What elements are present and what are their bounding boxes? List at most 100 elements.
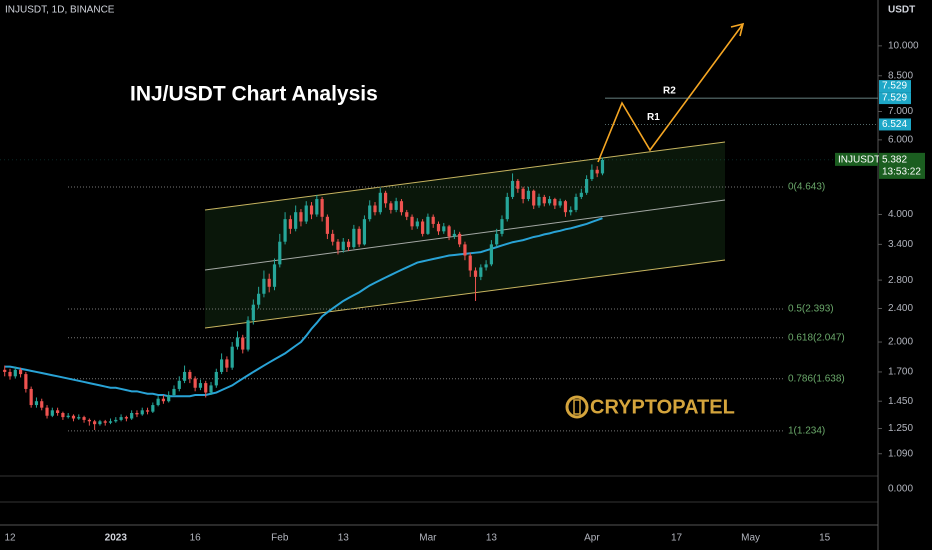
- y-tick-label: 10.000: [888, 40, 919, 51]
- candle-body: [130, 413, 134, 419]
- candle-body: [563, 201, 568, 213]
- y-tick-label: 1.250: [888, 423, 913, 434]
- candle-body: [204, 383, 208, 393]
- candle-body: [251, 304, 255, 321]
- candle-body: [346, 241, 351, 248]
- candle-body: [278, 241, 282, 265]
- projection-arrow: [597, 23, 744, 163]
- candle-body: [516, 180, 520, 189]
- candle-body: [151, 405, 155, 412]
- x-tick-label: 2023: [105, 533, 128, 544]
- channel-middle: [204, 199, 726, 271]
- candle-body: [500, 219, 504, 234]
- candle-body: [405, 212, 409, 217]
- candle-body: [389, 203, 393, 210]
- fib-label: 0.618(2.047): [788, 332, 845, 343]
- candle-body: [77, 417, 81, 419]
- candle-body: [399, 201, 404, 213]
- y-tick-label: 3.400: [888, 239, 913, 250]
- candle-body: [188, 371, 192, 379]
- candle-body: [452, 233, 456, 237]
- candle-body: [225, 359, 229, 368]
- candle-body: [209, 385, 213, 393]
- last-price-label: 5.382: [882, 155, 907, 166]
- price-tag: [879, 92, 911, 105]
- level-name: R2: [663, 86, 676, 97]
- x-tick-label: 15: [819, 533, 831, 544]
- candle-body: [463, 244, 467, 256]
- y-tick-label: 7.000: [888, 106, 913, 117]
- candle-body: [103, 421, 107, 423]
- candle-body: [579, 192, 583, 197]
- candle-body: [257, 293, 261, 305]
- candle-body: [590, 169, 594, 180]
- candle-body: [3, 369, 7, 372]
- candle-body: [29, 388, 33, 406]
- symbol-header: INJUSDT, 1D, BINANCE: [5, 5, 115, 16]
- x-tick-label: 13: [486, 533, 498, 544]
- candle-body: [383, 192, 388, 204]
- candle-body: [352, 228, 356, 248]
- candle-body: [394, 201, 398, 210]
- symbol-tag: [835, 152, 878, 166]
- y-tick-label: 2.000: [888, 337, 913, 348]
- candle-body: [272, 264, 277, 287]
- candle-body: [373, 205, 377, 213]
- candle-body: [61, 413, 65, 418]
- y-tick-label: 4.000: [888, 209, 913, 220]
- candle-body: [18, 369, 23, 375]
- candle-body: [267, 278, 271, 287]
- watermark-logo: [565, 395, 589, 419]
- y-tick-label: 1.450: [888, 396, 913, 407]
- candle-body: [600, 159, 605, 174]
- candle-body: [526, 190, 531, 200]
- candle-body: [421, 221, 425, 234]
- candle-body: [246, 320, 250, 350]
- level-name: R1: [647, 112, 660, 123]
- candle-body: [362, 219, 367, 245]
- y-tick-label: 1.700: [888, 367, 913, 378]
- candle-body: [547, 199, 552, 204]
- last-price-tag: [879, 152, 925, 179]
- candle-body: [198, 383, 203, 388]
- channel-lower: [204, 259, 726, 329]
- candle-body: [325, 216, 329, 234]
- candle-body: [93, 421, 97, 425]
- candle-body: [66, 415, 70, 418]
- candle-body: [458, 233, 462, 245]
- x-tick-label: 17: [671, 533, 683, 544]
- candle-body: [241, 337, 245, 350]
- candle-body: [426, 216, 430, 234]
- candle-body: [595, 169, 599, 174]
- price-tag-label: 7.529: [882, 93, 907, 104]
- candle-body: [214, 371, 218, 386]
- candle-body: [537, 196, 541, 206]
- x-tick-label: 13: [338, 533, 350, 544]
- candle-body: [585, 179, 589, 193]
- candle-body: [140, 410, 144, 415]
- candle-body: [368, 205, 372, 220]
- candle-body: [357, 228, 361, 245]
- y-tick-label: 2.800: [888, 275, 913, 286]
- candle-body: [177, 380, 181, 389]
- y-tick-label: 8.500: [888, 70, 913, 81]
- price-tag: [879, 80, 911, 93]
- fib-label: 1(1.234): [788, 426, 825, 437]
- candle-body: [114, 419, 118, 422]
- candle-body: [156, 398, 160, 406]
- axis-note: 0.000: [888, 484, 913, 495]
- symbol-tag-label: INJUSDT: [838, 155, 880, 166]
- candle-body: [299, 212, 303, 222]
- candle-body: [304, 205, 308, 222]
- candle-body: [283, 219, 287, 242]
- price-tag-label: 6.524: [882, 119, 907, 130]
- candle-body: [145, 410, 150, 412]
- candle-body: [315, 199, 319, 215]
- watermark: CRYPTOPATEL: [590, 396, 735, 418]
- candle-body: [473, 270, 478, 277]
- candle-body: [479, 267, 483, 277]
- candle-body: [294, 212, 298, 229]
- countdown-label: 13:53:22: [882, 167, 921, 178]
